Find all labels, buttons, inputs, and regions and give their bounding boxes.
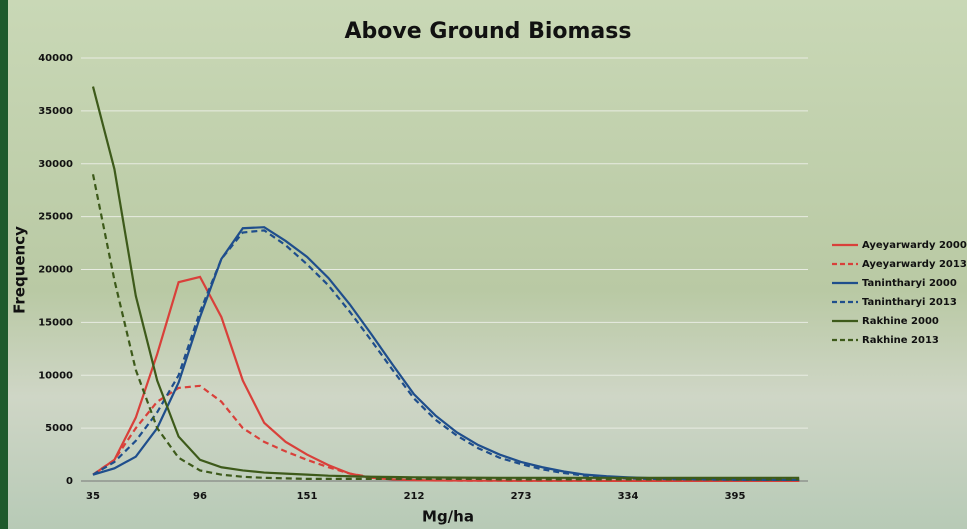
x-tick-label: 151 <box>297 491 318 502</box>
legend-label: Rakhine 2000 <box>862 316 939 327</box>
legend-label: Ayeyarwardy 2000 <box>862 240 967 251</box>
x-tick-label: 334 <box>618 491 639 502</box>
legend-label: Tanintharyi 2013 <box>862 297 957 308</box>
y-tick-label: 35000 <box>38 106 73 117</box>
chart-title: Above Ground Biomass <box>345 19 632 44</box>
side-strip <box>0 0 8 529</box>
series-line <box>91 174 800 481</box>
x-axis-title: Mg/ha <box>422 508 474 526</box>
y-tick-label: 40000 <box>38 53 73 64</box>
y-tick-label: 25000 <box>38 212 73 223</box>
legend-label: Tanintharyi 2000 <box>862 278 957 289</box>
legend-label: Rakhine 2013 <box>862 335 939 346</box>
y-tick-label: 5000 <box>45 423 73 434</box>
x-tick-label: 273 <box>511 491 532 502</box>
y-tick-label: 10000 <box>38 370 73 381</box>
x-tick-label: 35 <box>86 491 100 502</box>
y-tick-label: 30000 <box>38 159 73 170</box>
y-tick-label: 15000 <box>38 317 73 328</box>
series-line <box>91 86 800 479</box>
x-tick-label: 395 <box>725 491 746 502</box>
legend-label: Ayeyarwardy 2013 <box>862 259 967 270</box>
series-line <box>92 384 800 482</box>
x-tick-label: 96 <box>193 491 207 502</box>
series-line <box>92 229 800 482</box>
y-tick-label: 20000 <box>38 265 73 276</box>
y-axis-title: Frequency <box>11 226 29 314</box>
x-tick-label: 212 <box>404 491 425 502</box>
y-tick-label: 0 <box>66 476 73 487</box>
